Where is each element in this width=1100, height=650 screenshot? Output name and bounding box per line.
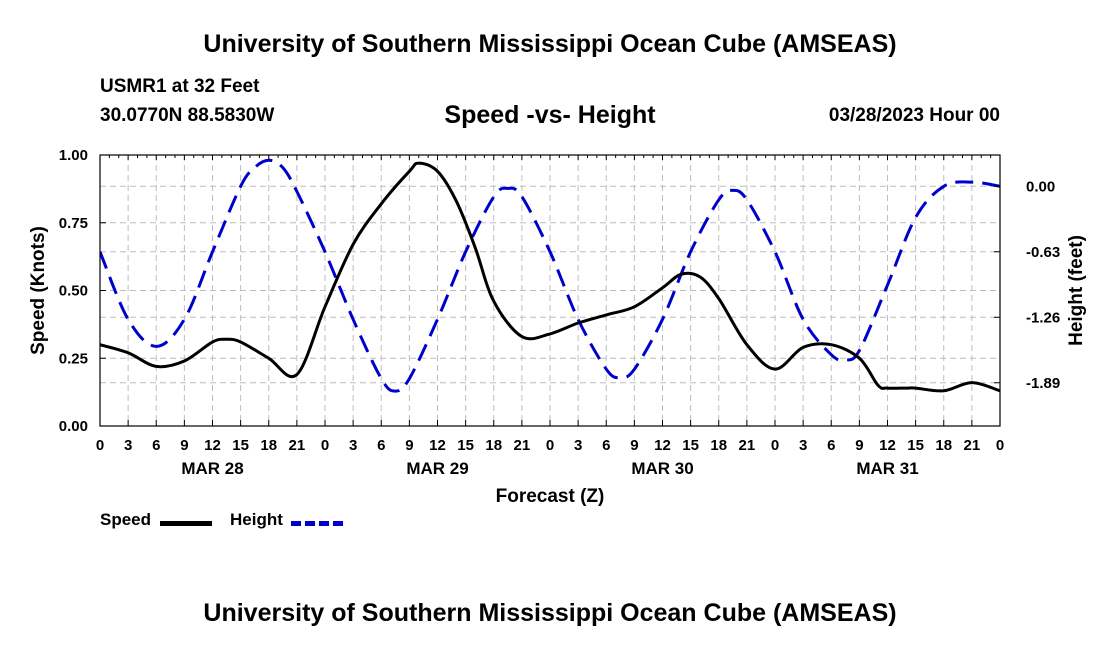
y-left-tick-label: 1.00 [59,147,88,164]
day-label: MAR 28 [181,459,243,478]
x-tick-label: 3 [574,437,582,454]
forecast-date: 03/28/2023 Hour 00 [828,105,1000,126]
x-tick-label: 9 [630,437,638,454]
x-tick-label: 15 [457,437,474,454]
x-tick-label: 3 [799,437,807,454]
x-tick-label: 9 [855,437,863,454]
y-right-tick-label: -1.89 [1026,375,1060,392]
x-tick-label: 21 [964,437,981,454]
coordinates-label: 30.0770N 88.5830W [100,105,275,126]
legend-speed-label: Speed [100,510,152,529]
legend-height-label: Height [230,510,283,529]
y-left-axis-title: Speed (Knots) [28,226,49,355]
station-label: USMR1 at 32 Feet [100,76,260,97]
y-right-axis-title: Height (feet) [1066,235,1087,346]
x-tick-label: 12 [654,437,671,454]
x-tick-label: 9 [180,437,188,454]
x-tick-label: 12 [204,437,221,454]
x-tick-label: 3 [124,437,132,454]
x-tick-label: 15 [232,437,249,454]
y-left-tick-label: 0.00 [59,418,88,435]
x-tick-label: 21 [514,437,531,454]
x-tick-label: 12 [879,437,896,454]
x-tick-label: 6 [377,437,385,454]
x-tick-label: 0 [96,437,104,454]
y-right-tick-label: -1.26 [1026,309,1060,326]
x-tick-label: 15 [907,437,924,454]
header-title: University of Southern Mississippi Ocean… [203,30,897,58]
x-tick-label: 6 [827,437,835,454]
x-tick-label: 0 [546,437,554,454]
series-height-line [100,158,1000,393]
day-label: MAR 30 [631,459,693,478]
x-tick-label: 6 [152,437,160,454]
x-tick-label: 21 [739,437,756,454]
x-tick-label: 0 [771,437,779,454]
x-tick-label: 18 [710,437,727,454]
x-tick-label: 21 [289,437,306,454]
x-tick-label: 15 [682,437,699,454]
y-left-tick-label: 0.25 [59,350,88,367]
x-tick-label: 0 [321,437,329,454]
x-tick-label: 9 [405,437,413,454]
y-right-tick-label: 0.00 [1026,178,1055,195]
y-right-tick-label: -0.63 [1026,244,1060,261]
x-tick-label: 18 [260,437,277,454]
y-left-tick-label: 0.50 [59,283,88,300]
x-tick-label: 12 [429,437,446,454]
legend-height-swatch [291,521,343,526]
x-axis-title: Forecast (Z) [496,486,605,507]
x-tick-label: 0 [996,437,1004,454]
day-label: MAR 31 [856,459,918,478]
series-speed-line [100,161,1000,393]
legend-speed-swatch [160,521,212,526]
day-label: MAR 29 [406,459,468,478]
x-tick-label: 3 [349,437,357,454]
x-tick-label: 18 [935,437,952,454]
footer-title: University of Southern Mississippi Ocean… [203,599,897,627]
x-tick-label: 6 [602,437,610,454]
x-tick-label: 18 [485,437,502,454]
y-left-tick-label: 0.75 [59,215,88,232]
chart-title: Speed -vs- Height [444,101,656,129]
